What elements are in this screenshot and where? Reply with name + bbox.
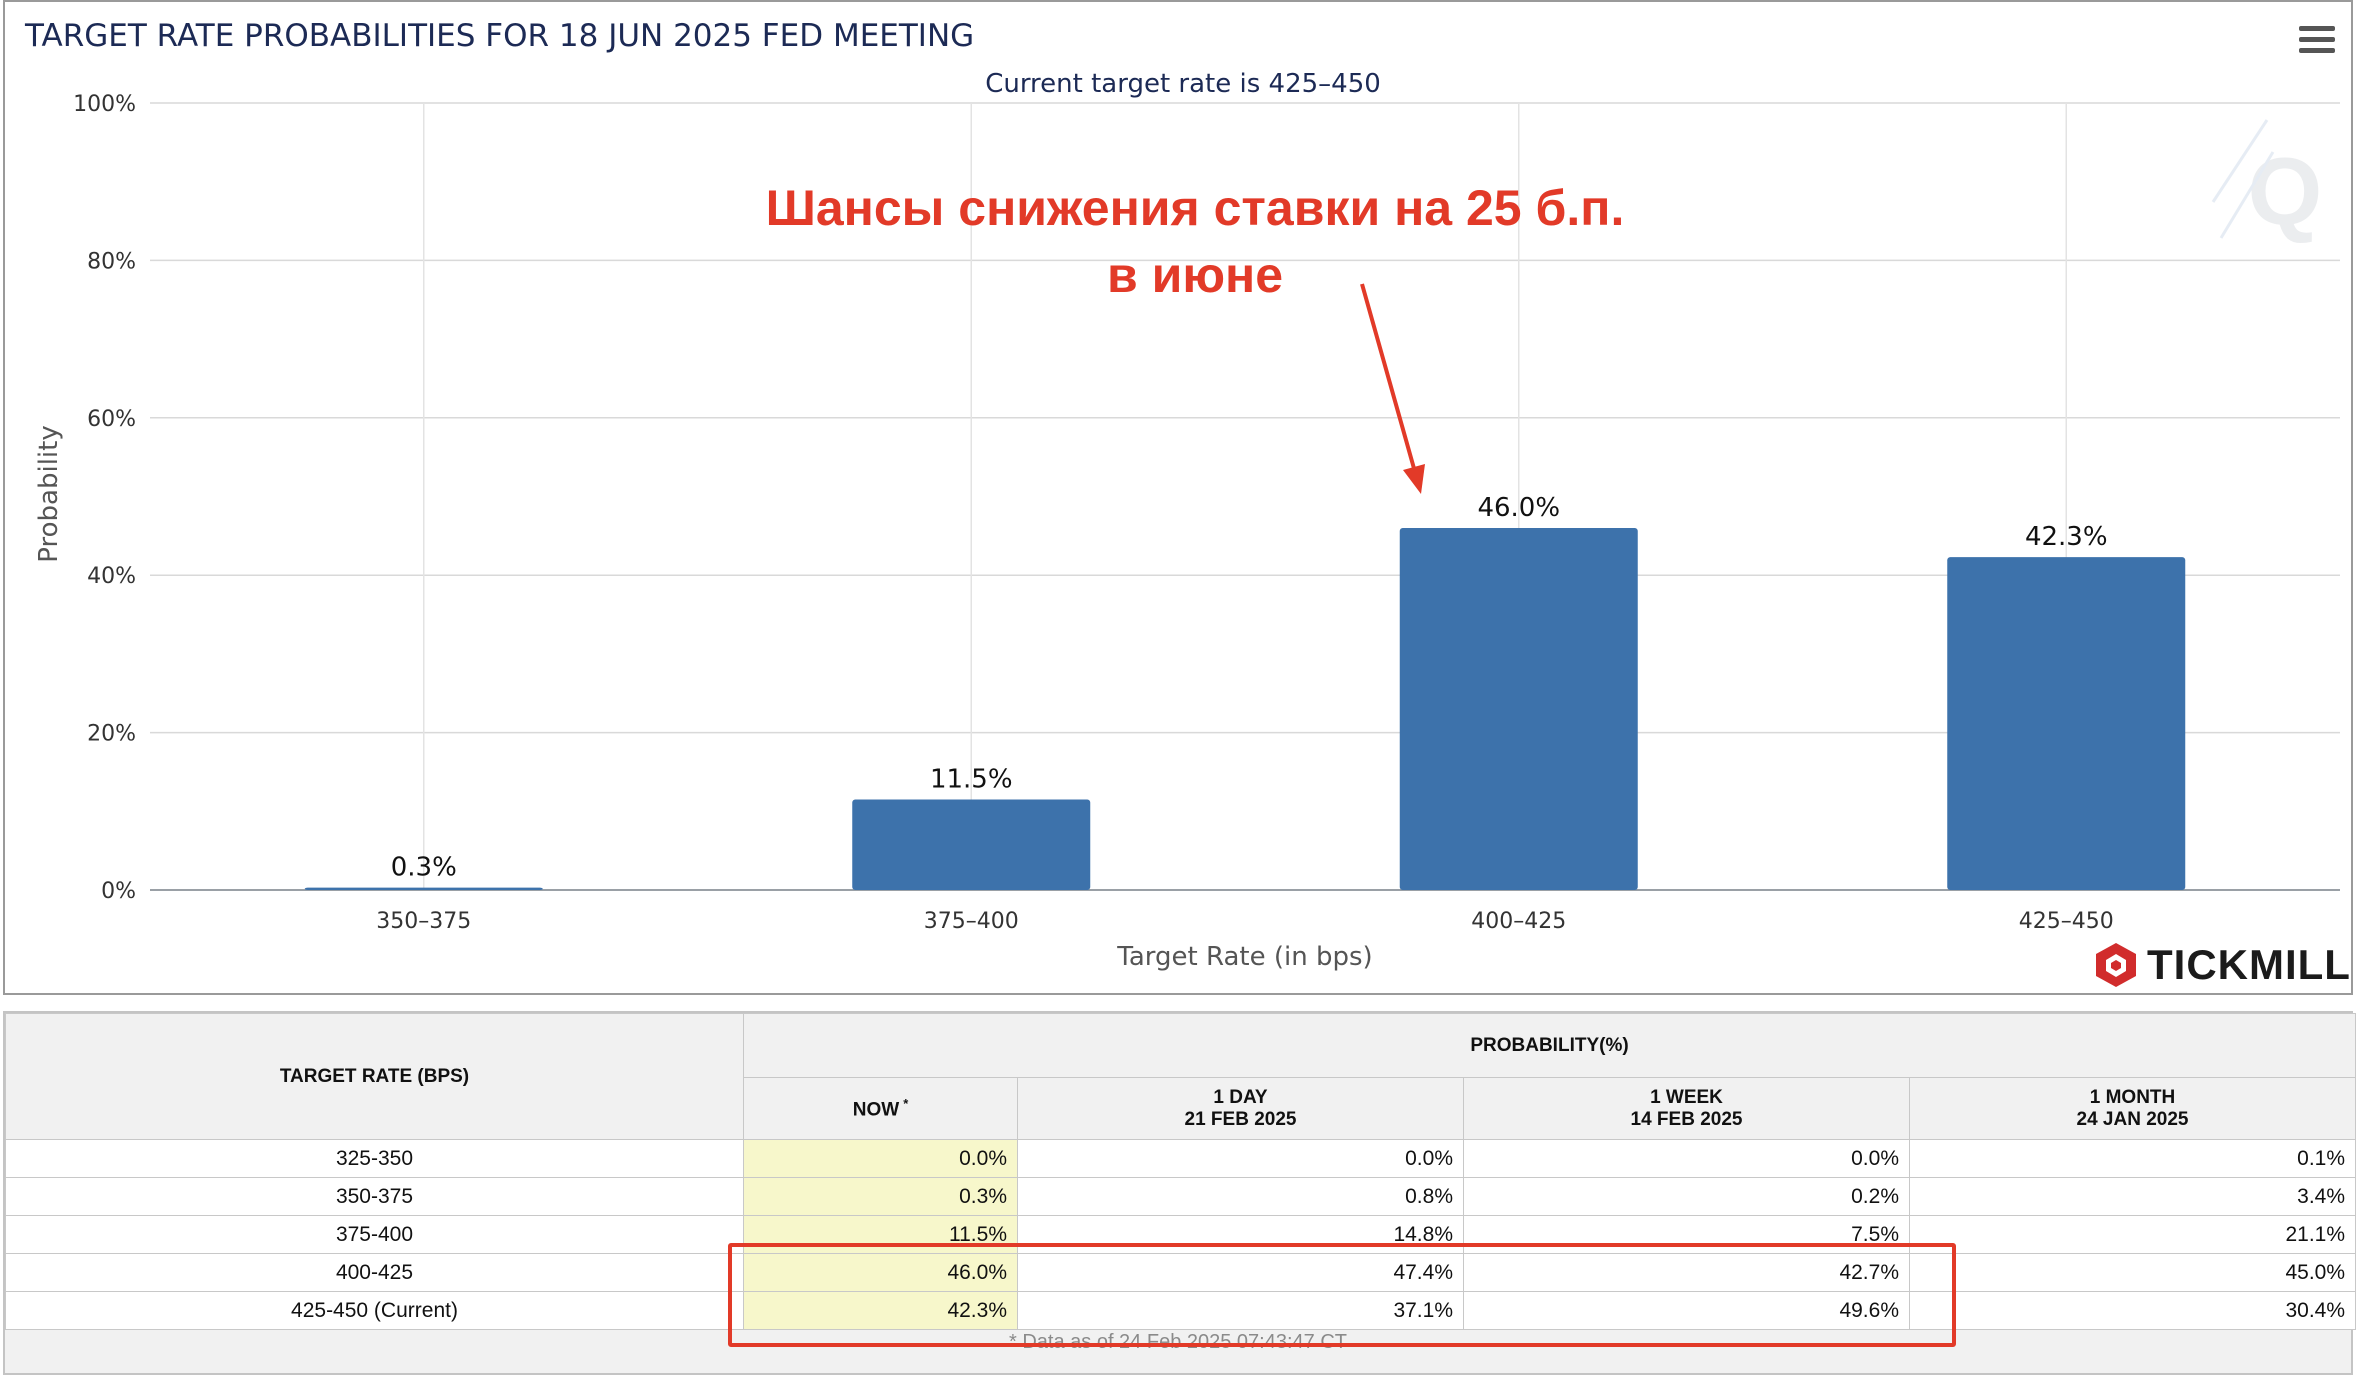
x-axis-title: Target Rate (in bps) [1116, 942, 1372, 972]
bars [304, 527, 2186, 890]
probability-cell: 37.1% [1017, 1291, 1464, 1330]
probability-cell: 30.4% [1908, 1291, 2357, 1330]
probability-cell: 21.1% [1908, 1215, 2357, 1254]
probability-cell: 0.0% [1463, 1139, 1910, 1178]
x-tick-label: 350–375 [376, 909, 471, 934]
probability-cell: 0.3% [743, 1177, 1018, 1216]
table-body: 325-350 0.0% 0.0% 0.0% 0.1% 350-375 0.3% 0.8% 0.… [5, 1139, 2357, 1330]
target-rate-cell: 400-425 [5, 1253, 744, 1292]
probability-cell: 0.0% [1017, 1139, 1464, 1178]
tickmill-logo-icon [2096, 943, 2136, 987]
chart-panel: 0% 20% 40% 60% 80% 100% 0.3% 350–375 11.5% 375–40… [3, 0, 2353, 995]
probability-cell: 45.0% [1908, 1253, 2357, 1292]
probability-cell: 0.0% [743, 1139, 1018, 1178]
probability-cell: 46.0% [743, 1253, 1018, 1292]
target-rate-cell: 425-450 (Current) [5, 1291, 744, 1330]
brand-logo: TICKMILL [2093, 941, 2351, 988]
probability-table: TARGET RATE (BPS) PROBABILITY(%) NOW * 1 D… [5, 1013, 2357, 1330]
bar-value-label: 46.0% [1477, 493, 1560, 523]
y-tick-label: 0% [101, 879, 136, 904]
probability-cell: 3.4% [1908, 1177, 2357, 1216]
bar[interactable] [1947, 557, 2186, 890]
data-timestamp-footnote: * Data as of 24 Feb 2025 07:43:47 CT [1009, 1331, 1347, 1353]
menu-icon[interactable] [2299, 26, 2335, 56]
probability-table-panel: TARGET RATE (BPS) PROBABILITY(%) NOW * 1 D… [3, 1011, 2357, 1375]
brand-name: TICKMILL [2147, 941, 2351, 988]
probability-cell: 42.3% [743, 1291, 1018, 1330]
probability-cell: 14.8% [1017, 1215, 1464, 1254]
table-row: 400-425 46.0% 47.4% 42.7% 45.0% [5, 1253, 2357, 1292]
bar-chart: 0% 20% 40% 60% 80% 100% 0.3% 350–375 11.5% 375–40… [24, 18, 2340, 972]
labels: 0% 20% 40% 60% 80% 100% 0.3% 350–375 11.5% 375–40… [73, 92, 2114, 934]
chart-title: TARGET RATE PROBABILITIES FOR 18 JUN 202… [24, 18, 974, 54]
table-row: 350-375 0.3% 0.8% 0.2% 3.4% [5, 1177, 2357, 1216]
svg-text:Q: Q [2248, 138, 2323, 245]
target-rate-cell: 350-375 [5, 1177, 744, 1216]
y-axis-title: Probability [34, 425, 64, 562]
probability-column-header: 1 WEEK 14 FEB 2025 [1463, 1077, 1910, 1140]
annotation-arrow [1360, 283, 1425, 494]
highlight-box [728, 1243, 1956, 1347]
bar[interactable] [1399, 527, 1638, 890]
y-tick-label: 20% [87, 722, 136, 747]
probability-column-header: 1 DAY 21 FEB 2025 [1017, 1077, 1464, 1140]
y-tick-label: 60% [87, 407, 136, 432]
annotation-text-line2: в июне [1107, 247, 1283, 303]
annotation-text-line1: Шансы снижения ставки на 25 б.п. [766, 180, 1625, 236]
probability-cell: 47.4% [1017, 1253, 1464, 1292]
table-row: 375-400 11.5% 14.8% 7.5% 21.1% [5, 1215, 2357, 1254]
probability-cell: 0.2% [1463, 1177, 1910, 1216]
y-tick-label: 100% [73, 92, 136, 117]
probability-column-header: 1 MONTH 24 JAN 2025 [1908, 1077, 2357, 1140]
x-tick-label: 400–425 [1471, 909, 1566, 934]
target-rate-header: TARGET RATE (BPS) [5, 1013, 744, 1140]
probability-cell: 0.8% [1017, 1177, 1464, 1216]
target-rate-cell: 325-350 [5, 1139, 744, 1178]
probability-cell: 42.7% [1463, 1253, 1910, 1292]
watermark-q-icon: Q [2211, 119, 2323, 245]
y-tick-label: 40% [87, 564, 136, 589]
x-tick-label: 425–450 [2019, 909, 2114, 934]
bar-value-label: 11.5% [930, 764, 1013, 794]
bar-value-label: 42.3% [2025, 522, 2108, 552]
target-rate-cell: 375-400 [5, 1215, 744, 1254]
chart-subtitle: Current target rate is 425–450 [985, 69, 1381, 99]
table-row: 325-350 0.0% 0.0% 0.0% 0.1% [5, 1139, 2357, 1178]
probability-column-header: NOW * [743, 1077, 1018, 1140]
probability-cell: 0.1% [1908, 1139, 2357, 1178]
bar[interactable] [304, 887, 543, 890]
x-tick-label: 375–400 [924, 909, 1019, 934]
column-header-row: NOW * 1 DAY 21 FEB 2025 1 WEEK 14 FEB 2025 1 M… [6, 1077, 2357, 1140]
table-row: 425-450 (Current) 42.3% 37.1% 49.6% 30.4% [5, 1291, 2357, 1330]
probability-header: PROBABILITY(%) [742, 1013, 2357, 1078]
probability-cell: 7.5% [1463, 1215, 1910, 1254]
bar-value-label: 0.3% [391, 853, 457, 883]
probability-cell: 11.5% [743, 1215, 1018, 1254]
y-tick-label: 80% [87, 249, 136, 274]
bar[interactable] [852, 799, 1091, 890]
probability-cell: 49.6% [1463, 1291, 1910, 1330]
